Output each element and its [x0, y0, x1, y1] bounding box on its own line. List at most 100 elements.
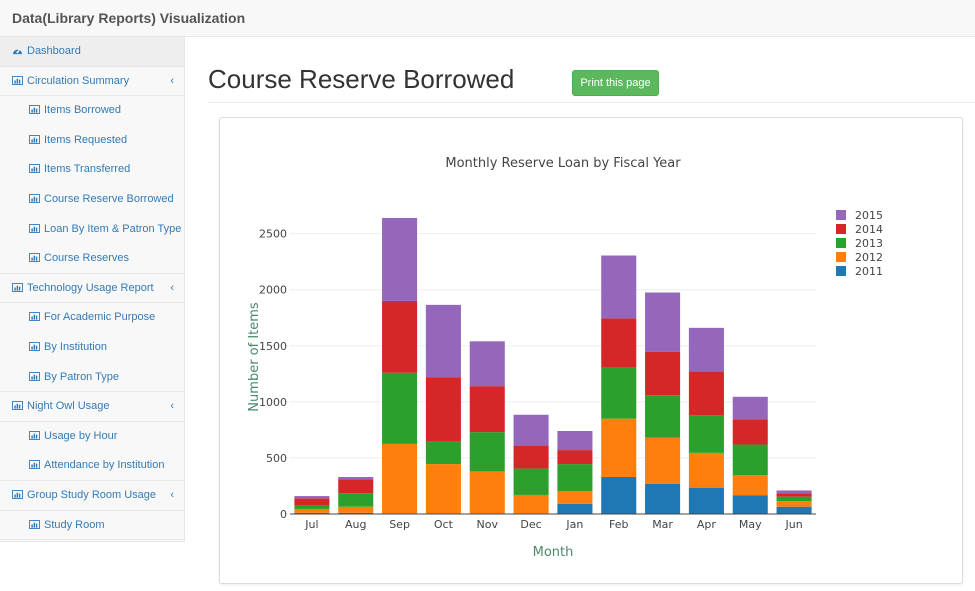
x-tick-label: Sep: [389, 518, 410, 531]
sidebar-item-group-study-room-usage[interactable]: Group Study Room Usage ‹: [0, 481, 184, 511]
sidebar-item-label: Loan By Item & Patron Type: [44, 222, 182, 235]
sidebar-item-label: Course Reserve Borrowed: [44, 192, 174, 205]
bar-chart-icon: [29, 134, 40, 144]
sidebar-item-label: Night Owl Usage: [27, 400, 110, 413]
bar-chart-icon: [29, 164, 40, 174]
bar-2012-jun: [776, 501, 812, 507]
legend-label-2012: 2012: [855, 251, 883, 264]
bar-chart-icon: [29, 253, 40, 263]
bar-chart-icon: [29, 519, 40, 529]
legend-swatch-2012: [836, 252, 846, 262]
bar-2012-mar: [645, 437, 681, 484]
sidebar-item-attendance-by-institution[interactable]: Attendance by Institution: [0, 451, 184, 481]
bar-2015-dec: [513, 414, 549, 446]
bar-2014-feb: [601, 318, 637, 368]
bar-2015-sep: [382, 217, 418, 301]
bar-2014-apr: [688, 371, 724, 416]
bar-2014-mar: [645, 351, 681, 396]
bar-2011-aug: [338, 512, 374, 514]
bar-2011-mar: [645, 483, 681, 514]
bar-2014-jun: [776, 493, 812, 497]
bar-2014-may: [732, 419, 768, 445]
bar-2011-jun: [776, 506, 812, 514]
bar-2011-apr: [688, 487, 724, 514]
sidebar-item-course-reserves[interactable]: Course Reserves: [0, 244, 184, 274]
bar-chart-icon: [29, 341, 40, 351]
bar-2011-jan: [557, 503, 593, 514]
sidebar-item-items-borrowed[interactable]: Items Borrowed: [0, 96, 184, 126]
dashboard-icon: [13, 48, 22, 55]
bar-chart-icon: [12, 75, 23, 85]
y-tick-label: 1500: [259, 340, 287, 353]
bar-2012-aug: [338, 506, 374, 513]
bar-2011-feb: [601, 476, 637, 514]
sidebar-item-label: Course Reserves: [44, 252, 129, 265]
page-title: Course Reserve Borrowed: [208, 64, 515, 94]
x-tick-label: May: [739, 518, 762, 531]
sidebar-item-technology-usage-report[interactable]: Technology Usage Report ‹: [0, 274, 184, 304]
bar-chart-icon: [12, 282, 23, 292]
bar-2013-jul: [294, 505, 330, 509]
chevron-left-icon[interactable]: ‹: [170, 74, 174, 87]
bar-2015-jan: [557, 431, 593, 451]
bar-2014-jan: [557, 450, 593, 465]
bar-2015-nov: [469, 341, 505, 387]
bar-2012-dec: [513, 494, 549, 514]
sidebar-item-by-institution[interactable]: By Institution: [0, 333, 184, 363]
legend-label-2011: 2011: [855, 265, 883, 278]
y-axis-title: Number of Items: [247, 302, 262, 412]
sidebar-item-night-owl-usage[interactable]: Night Owl Usage ‹: [0, 392, 184, 422]
print-button[interactable]: Print this page: [572, 70, 659, 96]
sidebar-item-label: Technology Usage Report: [27, 281, 154, 294]
bar-chart-icon: [12, 489, 23, 499]
app-brand[interactable]: Data(Library Reports) Visualization: [12, 10, 246, 26]
sidebar-item-for-academic-purpose[interactable]: For Academic Purpose: [0, 303, 184, 333]
bar-2011-jul: [294, 512, 330, 514]
sidebar-item-course-reserve-borrowed[interactable]: Course Reserve Borrowed: [0, 185, 184, 215]
bar-2014-jul: [294, 498, 330, 506]
sidebar-item-usage-by-hour[interactable]: Usage by Hour: [0, 422, 184, 452]
sidebar-item-label: Usage by Hour: [44, 429, 118, 442]
bar-2013-mar: [645, 395, 681, 438]
bar-2013-jan: [557, 464, 593, 492]
sidebar-item-loan-by-item-patron-type[interactable]: Loan By Item & Patron Type: [0, 215, 184, 245]
x-tick-label: Oct: [434, 518, 454, 531]
legend-label-2014: 2014: [855, 223, 883, 236]
bar-2013-apr: [688, 415, 724, 453]
sidebar-item-dashboard[interactable]: Dashboard: [0, 37, 184, 67]
bar-2012-feb: [601, 418, 637, 477]
sidebar-item-circulation-summary[interactable]: Circulation Summary ‹: [0, 67, 184, 97]
sidebar-item-by-patron-type[interactable]: By Patron Type: [0, 363, 184, 393]
sidebar-item-label: Attendance by Institution: [44, 459, 165, 472]
top-navbar: Data(Library Reports) Visualization: [0, 0, 975, 37]
bar-2014-dec: [513, 445, 549, 469]
chevron-left-icon[interactable]: ‹: [170, 400, 174, 413]
bar-2013-sep: [382, 372, 418, 444]
bar-chart-icon: [29, 105, 40, 115]
bar-2015-mar: [645, 292, 681, 352]
x-tick-label: Jan: [565, 518, 583, 531]
legend-swatch-2014: [836, 224, 846, 234]
bar-chart-icon: [29, 312, 40, 322]
sidebar-item-label: By Institution: [44, 340, 107, 353]
y-tick-label: 500: [266, 452, 287, 465]
bar-2012-may: [732, 475, 768, 496]
bar-2013-aug: [338, 493, 374, 507]
bar-2013-jun: [776, 496, 812, 502]
chevron-left-icon[interactable]: ‹: [170, 488, 174, 501]
sidebar-item-label: Group Study Room Usage: [27, 488, 157, 501]
x-axis-title: Month: [533, 545, 574, 560]
bar-2012-jan: [557, 491, 593, 504]
x-tick-label: Dec: [520, 518, 541, 531]
bar-2012-sep: [382, 443, 418, 514]
sidebar-item-study-room[interactable]: Study Room: [0, 511, 184, 541]
sidebar-item-items-requested[interactable]: Items Requested: [0, 126, 184, 156]
bar-2012-oct: [425, 464, 461, 514]
bar-2011-may: [732, 495, 768, 514]
bar-2015-apr: [688, 327, 724, 372]
chevron-left-icon[interactable]: ‹: [170, 281, 174, 294]
bar-2014-nov: [469, 386, 505, 433]
y-tick-label: 2000: [259, 284, 287, 297]
chart-title: Monthly Reserve Loan by Fiscal Year: [445, 156, 681, 171]
sidebar-item-items-transferred[interactable]: Items Transferred: [0, 155, 184, 185]
